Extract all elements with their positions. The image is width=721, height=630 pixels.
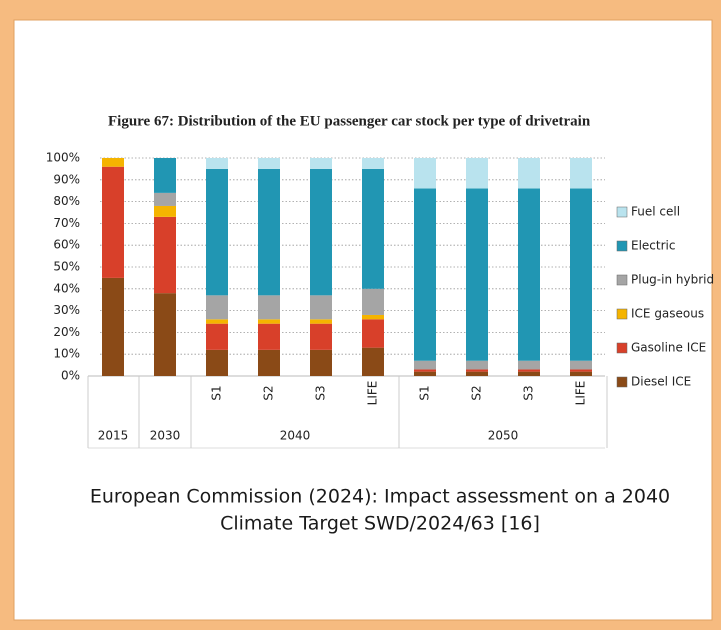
bar-segment — [310, 349, 332, 376]
group-label: 2030 — [150, 429, 181, 443]
legend-swatch — [616, 376, 628, 388]
bar-segment — [414, 188, 436, 361]
bar-segment — [570, 369, 592, 372]
bar-segment — [310, 158, 332, 169]
bar-segment — [206, 323, 228, 350]
legend-label: ICE gaseous — [631, 307, 704, 321]
y-tick-label: 100% — [46, 151, 80, 165]
legend-label: Gasoline ICE — [631, 341, 706, 355]
bar-segment — [466, 369, 488, 372]
bar-segment — [362, 288, 384, 315]
x-tick-label: S3 — [314, 385, 328, 400]
bar-segment — [310, 319, 332, 324]
bar-segment — [362, 168, 384, 289]
x-tick-label: S2 — [262, 385, 276, 400]
x-tick-label: S1 — [418, 385, 432, 400]
y-tick-label: 20% — [53, 325, 80, 339]
legend-swatch — [616, 206, 628, 218]
legend-label: Fuel cell — [631, 205, 680, 219]
bar-segment — [258, 349, 280, 376]
bar-segment — [310, 323, 332, 350]
group-label: 2015 — [98, 429, 129, 443]
bar-segment — [206, 295, 228, 320]
group-label: 2050 — [488, 429, 519, 443]
y-tick-label: 30% — [53, 303, 80, 317]
bar-segment — [518, 369, 540, 372]
bar-segment — [414, 360, 436, 370]
x-tick-label: S1 — [210, 385, 224, 400]
y-tick-label: 10% — [53, 347, 80, 361]
bar-segment — [466, 158, 488, 189]
legend-label: Electric — [631, 239, 675, 253]
bar-segment — [258, 323, 280, 350]
x-tick-label: LIFE — [366, 381, 380, 406]
bar-segment — [154, 205, 176, 217]
legend-swatch — [616, 240, 628, 252]
bar-segment — [518, 371, 540, 376]
y-tick-label: 80% — [53, 194, 80, 208]
bar-segment — [102, 277, 124, 376]
bar-segment — [310, 295, 332, 320]
y-tick-label: 90% — [53, 172, 80, 186]
bar-segment — [102, 166, 124, 278]
bar-segment — [414, 158, 436, 189]
bar-segment — [154, 216, 176, 294]
legend-swatch — [616, 274, 628, 286]
bar-segment — [154, 293, 176, 376]
bar-segment — [570, 371, 592, 376]
bar-segment — [362, 314, 384, 320]
bar-segment — [466, 360, 488, 370]
y-tick-label: 40% — [53, 281, 80, 295]
y-tick-label: 0% — [61, 369, 80, 383]
legend-swatch — [616, 308, 628, 320]
bar-segment — [518, 158, 540, 189]
bar-segment — [570, 158, 592, 189]
legend-swatch — [616, 342, 628, 354]
legend-label: Plug-in hybrid — [631, 273, 714, 287]
group-label: 2040 — [280, 429, 311, 443]
bar-segment — [362, 158, 384, 169]
bar-segment — [258, 319, 280, 324]
bar-segment — [258, 158, 280, 169]
bar-segment — [362, 319, 384, 348]
caption: European Commission (2024): Impact asses… — [90, 486, 670, 508]
bar-segment — [362, 347, 384, 376]
bar-segment — [206, 168, 228, 296]
bar-segment — [258, 295, 280, 320]
chart-title: Figure 67: Distribution of the EU passen… — [108, 113, 591, 129]
bar-segment — [206, 319, 228, 324]
y-tick-label: 70% — [53, 216, 80, 230]
y-tick-label: 60% — [53, 238, 80, 252]
bar-segment — [154, 192, 176, 206]
x-tick-label: S3 — [522, 385, 536, 400]
bar-segment — [414, 371, 436, 376]
bar-segment — [518, 188, 540, 361]
bar-segment — [466, 371, 488, 376]
bar-segment — [154, 158, 176, 193]
x-tick-label: LIFE — [574, 381, 588, 406]
bar-segment — [518, 360, 540, 370]
bar-segment — [102, 158, 124, 167]
bar-segment — [466, 188, 488, 361]
bar-segment — [570, 188, 592, 361]
bar-segment — [310, 168, 332, 296]
bar-segment — [206, 158, 228, 169]
bar-segment — [570, 360, 592, 370]
x-tick-label: S2 — [470, 385, 484, 400]
legend-label: Diesel ICE — [631, 375, 691, 389]
bar-segment — [414, 369, 436, 372]
y-tick-label: 50% — [53, 260, 80, 274]
caption: Climate Target SWD/2024/63 [16] — [220, 513, 540, 535]
bar-segment — [206, 349, 228, 376]
bar-segment — [258, 168, 280, 296]
